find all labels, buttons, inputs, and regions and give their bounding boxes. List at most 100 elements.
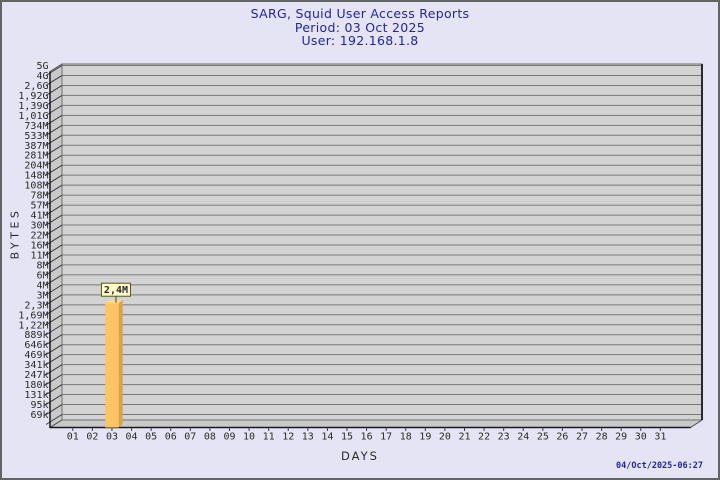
- y-tick-label: 1,22M: [18, 320, 48, 331]
- y-tick-label: 3M: [36, 290, 48, 301]
- y-tick-label: 1,01G: [18, 111, 48, 122]
- y-tick-label: 4M: [36, 280, 48, 291]
- y-tick-label: 1,69M: [18, 310, 48, 321]
- y-tick-label: 95k: [30, 400, 48, 411]
- x-tick-label: 14: [321, 432, 333, 443]
- y-tick-label: 341k: [24, 360, 48, 371]
- y-tick: [45, 304, 63, 316]
- generated-timestamp: 04/Oct/2025-06:27: [616, 461, 703, 471]
- x-tick-label: 02: [86, 432, 98, 443]
- x-tick-label: 19: [419, 432, 431, 443]
- y-tick-label: 2,6G: [24, 81, 48, 92]
- y-tick: [45, 254, 63, 266]
- y-tick: [45, 134, 63, 146]
- y-tick: [45, 214, 63, 226]
- y-tick: [45, 124, 63, 136]
- y-tick-label: 108M: [24, 181, 48, 192]
- y-tick-label: 4G: [36, 71, 48, 82]
- x-tick-label: 12: [282, 432, 294, 443]
- y-tick: [45, 104, 63, 116]
- x-tick-label: 15: [341, 432, 353, 443]
- x-tick-label: 13: [302, 432, 314, 443]
- x-tick-label: 25: [537, 432, 549, 443]
- y-tick: [45, 164, 63, 176]
- x-tick-label: 09: [223, 432, 235, 443]
- y-tick-label: 469k: [24, 350, 48, 361]
- y-tick: [45, 184, 63, 196]
- y-tick-label: 6M: [36, 270, 48, 281]
- x-tick-label: 21: [458, 432, 470, 443]
- y-tick: [45, 154, 63, 166]
- y-tick-label: 30M: [30, 221, 48, 232]
- y-tick-label: 131k: [24, 390, 48, 401]
- annotation-box: [100, 282, 131, 297]
- x-tick-label: 01: [67, 432, 79, 443]
- x-tick-label: 03: [106, 432, 118, 443]
- y-tick: [45, 404, 63, 415]
- y-tick-label: 247k: [24, 370, 48, 381]
- y-tick-label: 889k: [24, 330, 48, 341]
- y-tick-label: 1,92G: [18, 91, 48, 102]
- y-tick: [45, 334, 63, 346]
- y-tick: [45, 114, 63, 126]
- x-tick-label: 16: [361, 432, 373, 443]
- y-tick: [45, 354, 63, 366]
- y-tick-label: 78M: [30, 191, 48, 202]
- x-tick-label: 30: [635, 432, 647, 443]
- y-tick: [45, 274, 63, 286]
- y-tick-label: 533M: [24, 131, 48, 142]
- y-tick: [45, 314, 63, 326]
- x-tick-label: 27: [576, 432, 588, 443]
- y-tick: [45, 344, 63, 356]
- y-tick-label: 8M: [36, 260, 48, 271]
- y-tick: [45, 264, 63, 276]
- bar-side-face: [118, 299, 123, 428]
- x-tick-label: 18: [400, 432, 412, 443]
- x-tick-label: 29: [615, 432, 627, 443]
- y-tick: [45, 284, 63, 296]
- x-tick-label: 08: [204, 432, 216, 443]
- y-tick-label: 2,3M: [24, 300, 48, 311]
- y-tick-label: 5G: [36, 61, 48, 72]
- chart-period: Period: 03 Oct 2025: [294, 19, 426, 35]
- chart-user: User: 192.168.1.8: [301, 33, 419, 48]
- y-tick: [45, 174, 63, 186]
- y-tick: [45, 204, 63, 216]
- y-tick: [45, 394, 63, 405]
- x-tick-label: 24: [517, 432, 529, 443]
- y-tick-label: 734M: [24, 121, 48, 132]
- plot-back-wall: [61, 63, 703, 421]
- chart-title: SARG, Squid User Access Reports: [250, 6, 470, 21]
- x-tick-label: 07: [184, 432, 196, 443]
- y-tick-label: 22M: [30, 231, 48, 242]
- y-tick: [45, 234, 63, 246]
- y-tick: [45, 294, 63, 306]
- annotation-label: 2,4M: [104, 285, 128, 296]
- x-tick-label: 10: [243, 432, 255, 443]
- y-tick-label: 57M: [30, 201, 48, 212]
- y-tick-label: 16M: [30, 240, 48, 251]
- y-tick-label: 204M: [24, 161, 48, 172]
- bar: [105, 303, 119, 428]
- x-tick-label: 28: [596, 432, 608, 443]
- x-axis-title: DAYS: [341, 449, 379, 463]
- y-tick: [45, 144, 63, 156]
- x-tick-label: 31: [654, 432, 666, 443]
- y-tick: [45, 384, 63, 396]
- y-tick-label: 646k: [24, 340, 48, 351]
- y-tick: [45, 194, 63, 206]
- chart-title-block: SARG, Squid User Access Reports Period: …: [2, 7, 718, 48]
- x-tick-label: 20: [439, 432, 451, 443]
- x-tick-label: 26: [556, 432, 568, 443]
- y-tick-label: 1,39G: [18, 101, 48, 112]
- y-tick-label: 11M: [30, 250, 48, 261]
- y-tick: [45, 244, 63, 256]
- x-tick-label: 22: [478, 432, 490, 443]
- y-tick-label: 148M: [24, 171, 48, 182]
- y-tick-label: 69k: [30, 410, 48, 421]
- y-tick-label: 387M: [24, 141, 48, 152]
- y-tick: [45, 364, 63, 376]
- x-tick-label: 11: [263, 432, 275, 443]
- y-tick: [45, 94, 63, 106]
